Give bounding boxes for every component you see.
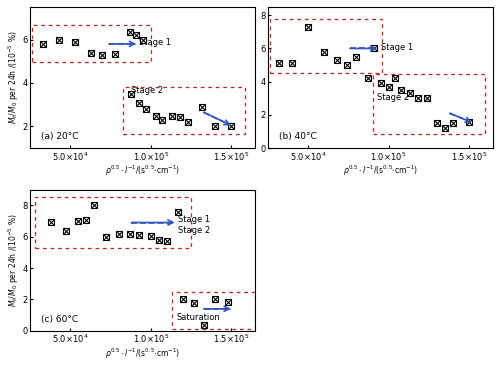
Bar xyxy=(32,25,150,62)
Text: Stage 1: Stage 1 xyxy=(140,38,172,47)
Text: (a) 20°C: (a) 20°C xyxy=(42,132,79,141)
Text: (c) 60°C: (c) 60°C xyxy=(42,315,78,324)
Bar xyxy=(372,74,485,134)
X-axis label: $\rho^{0.5}\cdot l^{-1}$/(s$^{0.5}$$\cdot$cm$^{-1}$): $\rho^{0.5}\cdot l^{-1}$/(s$^{0.5}$$\cdo… xyxy=(105,347,180,361)
Text: Stage 1: Stage 1 xyxy=(178,215,210,224)
X-axis label: $\rho^{0.5}\cdot l^{-1}$/(s$^{0.5}$$\cdot$cm$^{-1}$): $\rho^{0.5}\cdot l^{-1}$/(s$^{0.5}$$\cdo… xyxy=(105,164,180,178)
Text: (b) 40°C: (b) 40°C xyxy=(280,132,317,141)
Bar xyxy=(172,291,255,329)
Text: Stage 1: Stage 1 xyxy=(380,43,412,52)
Text: Stage 2: Stage 2 xyxy=(132,86,164,95)
Bar xyxy=(270,20,382,72)
Bar xyxy=(35,197,191,248)
Text: Stage 2: Stage 2 xyxy=(378,93,410,102)
X-axis label: $\rho^{0.5}\cdot l^{-1}$/(s$^{0.5}$$\cdot$cm$^{-1}$): $\rho^{0.5}\cdot l^{-1}$/(s$^{0.5}$$\cdo… xyxy=(343,164,418,178)
Y-axis label: $M_t/M_0$ per 24h /(10$^{-5}$ %): $M_t/M_0$ per 24h /(10$^{-5}$ %) xyxy=(7,31,22,124)
Bar xyxy=(124,87,246,134)
Text: Stage 2: Stage 2 xyxy=(178,226,210,235)
Y-axis label: $M_t/M_0$ per 24h /(10$^{-5}$ %): $M_t/M_0$ per 24h /(10$^{-5}$ %) xyxy=(7,213,22,307)
Text: Saturation: Saturation xyxy=(176,313,220,322)
